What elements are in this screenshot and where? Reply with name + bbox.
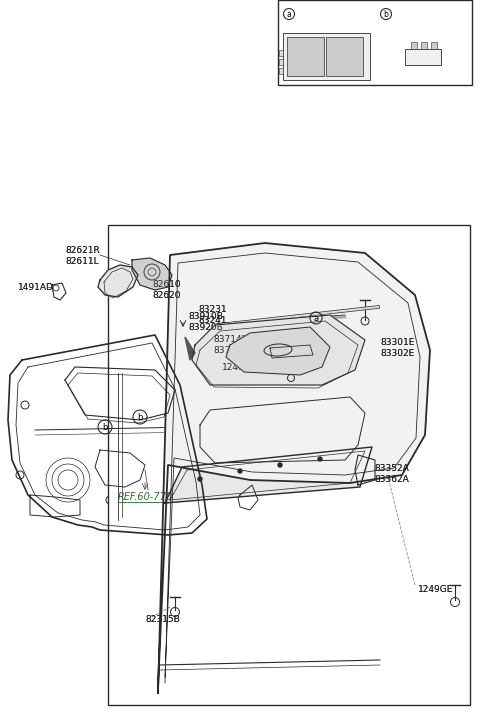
Text: a: a [287, 9, 291, 19]
Bar [405, 49, 441, 65]
Text: 1491AD: 1491AD [18, 282, 54, 292]
Circle shape [278, 463, 282, 467]
Text: H83912: H83912 [395, 9, 433, 19]
Circle shape [238, 469, 242, 473]
Text: b: b [102, 423, 108, 431]
Polygon shape [158, 243, 430, 693]
Text: 83352A
83362A: 83352A 83362A [374, 464, 409, 484]
Text: 83352A
83362A: 83352A 83362A [374, 464, 409, 484]
Bar [283, 33, 370, 80]
Text: 83301E
83302E: 83301E 83302E [380, 338, 414, 358]
Bar [421, 42, 427, 49]
Polygon shape [165, 447, 372, 503]
Text: 83714F
83724S: 83714F 83724S [213, 335, 247, 355]
Text: b: b [137, 413, 143, 422]
Text: 93580A: 93580A [298, 9, 336, 19]
Text: 83714F
83724S: 83714F 83724S [213, 335, 247, 355]
Bar [287, 37, 324, 76]
Text: 83910B
83920B: 83910B 83920B [188, 312, 223, 332]
Text: 1249GE: 1249GE [418, 586, 454, 594]
Polygon shape [270, 345, 313, 358]
Bar [279, 59, 283, 65]
Bar [278, 0, 472, 85]
Bar [431, 42, 437, 49]
Text: 82621R
82611L: 82621R 82611L [65, 246, 100, 266]
Text: 82315B: 82315B [145, 616, 180, 624]
Text: 83231
83241: 83231 83241 [198, 305, 227, 325]
Bar [108, 225, 470, 705]
Polygon shape [132, 258, 172, 290]
Text: 1249GE: 1249GE [418, 586, 454, 594]
Text: 1491AD: 1491AD [18, 282, 54, 292]
Text: a: a [313, 313, 319, 322]
Text: 1249GE: 1249GE [222, 363, 257, 372]
Bar [279, 68, 283, 74]
Text: 1249GE: 1249GE [222, 363, 257, 372]
Polygon shape [192, 315, 365, 385]
Text: 82315B: 82315B [145, 616, 180, 624]
Text: 83231
83241: 83231 83241 [198, 305, 227, 325]
Text: 82621R
82611L: 82621R 82611L [65, 246, 100, 266]
Bar [279, 50, 283, 56]
Text: REF.60-770: REF.60-770 [118, 492, 173, 502]
Text: 82610
82620: 82610 82620 [152, 280, 180, 300]
Circle shape [318, 457, 322, 461]
Text: b: b [384, 9, 388, 19]
Polygon shape [98, 265, 138, 297]
Text: 83301E
83302E: 83301E 83302E [380, 338, 414, 358]
Polygon shape [226, 327, 330, 375]
Circle shape [198, 477, 202, 481]
Text: 82610
82620: 82610 82620 [152, 280, 180, 300]
Bar [326, 37, 363, 76]
Bar [411, 42, 417, 49]
Polygon shape [185, 337, 195, 360]
Text: 83910B
83920B: 83910B 83920B [188, 312, 223, 332]
